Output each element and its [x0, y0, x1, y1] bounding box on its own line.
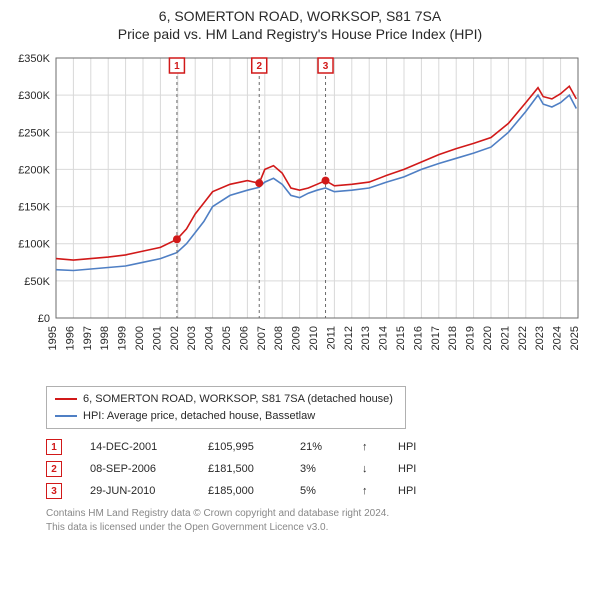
svg-text:2000: 2000 — [134, 326, 146, 350]
svg-text:1: 1 — [174, 61, 180, 72]
svg-text:2005: 2005 — [221, 326, 233, 350]
svg-text:2006: 2006 — [238, 326, 250, 350]
svg-text:2004: 2004 — [204, 326, 216, 350]
svg-text:£300K: £300K — [18, 90, 50, 102]
svg-text:2002: 2002 — [169, 326, 181, 350]
chart-container: £0 £50K £100K £150K £200K £250K £300K £350K 1995… — [12, 48, 588, 378]
transaction-table: 1 14-DEC-2001 £105,995 21% ↑ HPI 2 08-SEP-2006 £… — [46, 439, 588, 499]
footer-attribution: Contains HM Land Registry data © Crown c… — [46, 507, 588, 534]
svg-text:1998: 1998 — [99, 326, 111, 350]
transaction-row: 2 08-SEP-2006 £181,500 3% ↓ HPI — [46, 461, 588, 477]
legend-swatch — [55, 415, 77, 417]
svg-text:2009: 2009 — [291, 326, 303, 350]
svg-text:1996: 1996 — [64, 326, 76, 350]
line-chart: £0 £50K £100K £150K £200K £250K £300K £350K 1995… — [12, 48, 588, 378]
svg-text:2008: 2008 — [273, 326, 285, 350]
title-line1: 6, SOMERTON ROAD, WORKSOP, S81 7SA — [12, 8, 588, 24]
svg-text:£200K: £200K — [18, 164, 50, 176]
footer-line1: Contains HM Land Registry data © Crown c… — [46, 507, 588, 521]
svg-text:2015: 2015 — [395, 326, 407, 350]
legend-label: 6, SOMERTON ROAD, WORKSOP, S81 7SA (deta… — [83, 391, 393, 408]
transaction-direction-icon: ↓ — [362, 463, 370, 475]
svg-text:2021: 2021 — [499, 326, 511, 350]
svg-text:2003: 2003 — [186, 326, 198, 350]
svg-text:2007: 2007 — [256, 326, 268, 350]
transaction-date: 08-SEP-2006 — [90, 463, 180, 475]
transaction-badge: 2 — [46, 461, 62, 477]
svg-text:2019: 2019 — [465, 326, 477, 350]
transaction-date: 29-JUN-2010 — [90, 485, 180, 497]
svg-text:£0: £0 — [38, 313, 50, 325]
svg-text:2020: 2020 — [482, 326, 494, 350]
svg-text:£150K: £150K — [18, 202, 50, 214]
svg-text:1999: 1999 — [117, 326, 129, 350]
svg-text:2022: 2022 — [517, 326, 529, 350]
svg-text:2012: 2012 — [343, 326, 355, 350]
svg-text:2023: 2023 — [534, 326, 546, 350]
legend-swatch — [55, 398, 77, 400]
svg-text:2014: 2014 — [378, 326, 390, 350]
transaction-badge: 1 — [46, 439, 62, 455]
transaction-pct: 5% — [300, 485, 334, 497]
svg-text:£350K: £350K — [18, 53, 50, 65]
transaction-row: 3 29-JUN-2010 £185,000 5% ↑ HPI — [46, 483, 588, 499]
transaction-row: 1 14-DEC-2001 £105,995 21% ↑ HPI — [46, 439, 588, 455]
transaction-date: 14-DEC-2001 — [90, 441, 180, 453]
svg-text:2025: 2025 — [569, 326, 581, 350]
transaction-price: £185,000 — [208, 485, 272, 497]
svg-text:2001: 2001 — [151, 326, 163, 350]
marker-dot-1 — [173, 235, 181, 243]
svg-text:2: 2 — [256, 61, 262, 72]
svg-text:2011: 2011 — [325, 326, 337, 350]
title-line2: Price paid vs. HM Land Registry's House … — [12, 26, 588, 42]
legend: 6, SOMERTON ROAD, WORKSOP, S81 7SA (deta… — [46, 386, 406, 429]
legend-label: HPI: Average price, detached house, Bass… — [83, 408, 315, 425]
svg-text:£250K: £250K — [18, 127, 50, 139]
legend-item: 6, SOMERTON ROAD, WORKSOP, S81 7SA (deta… — [55, 391, 397, 408]
transaction-hpi-label: HPI — [398, 485, 426, 497]
transaction-pct: 3% — [300, 463, 334, 475]
svg-text:£50K: £50K — [24, 276, 50, 288]
chart-title-block: 6, SOMERTON ROAD, WORKSOP, S81 7SA Price… — [12, 8, 588, 42]
svg-text:1997: 1997 — [82, 326, 94, 350]
svg-text:1995: 1995 — [47, 326, 59, 350]
footer-line2: This data is licensed under the Open Gov… — [46, 521, 588, 535]
transaction-hpi-label: HPI — [398, 463, 426, 475]
svg-text:2024: 2024 — [552, 326, 564, 350]
svg-text:2013: 2013 — [360, 326, 372, 350]
transaction-direction-icon: ↑ — [362, 485, 370, 497]
transaction-direction-icon: ↑ — [362, 441, 370, 453]
svg-text:2010: 2010 — [308, 326, 320, 350]
transaction-badge: 3 — [46, 483, 62, 499]
transaction-hpi-label: HPI — [398, 441, 426, 453]
svg-text:2018: 2018 — [447, 326, 459, 350]
transaction-pct: 21% — [300, 441, 334, 453]
svg-text:3: 3 — [323, 61, 329, 72]
legend-item: HPI: Average price, detached house, Bass… — [55, 408, 397, 425]
svg-text:£100K: £100K — [18, 239, 50, 251]
transaction-price: £181,500 — [208, 463, 272, 475]
marker-dot-2 — [255, 179, 263, 187]
transaction-price: £105,995 — [208, 441, 272, 453]
marker-dot-3 — [322, 177, 330, 185]
svg-text:2016: 2016 — [412, 326, 424, 350]
svg-text:2017: 2017 — [430, 326, 442, 350]
